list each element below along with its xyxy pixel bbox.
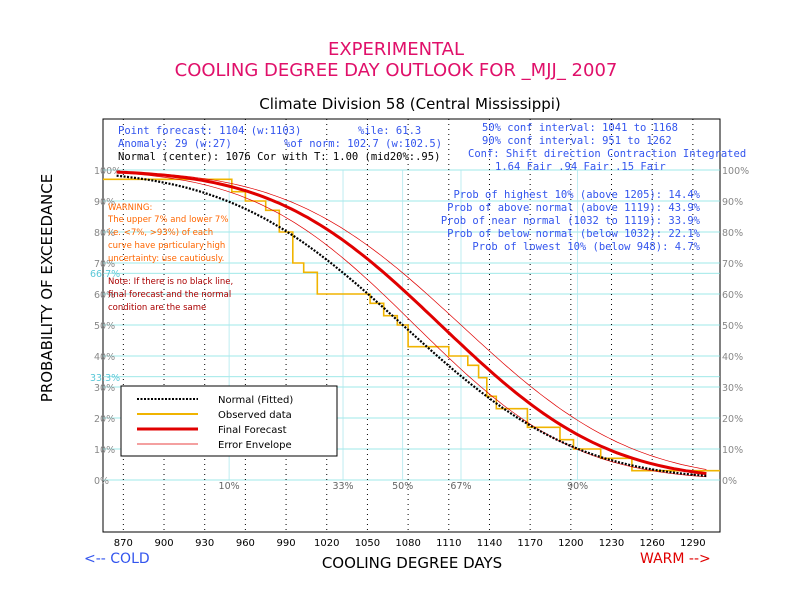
y-tick-right: 20% (722, 414, 743, 425)
y-tick-right: 30% (722, 383, 743, 394)
warm-label: WARM --> (640, 551, 711, 567)
y-tick-left: 100% (94, 166, 121, 177)
warning-heading: WARNING: (108, 203, 152, 213)
x-tick-label: 900 (154, 538, 173, 549)
y-tick-left: 60% (94, 290, 115, 301)
note-line-2: final forecast and the normal (108, 290, 231, 300)
x-tick-label: 1110 (436, 538, 461, 549)
y-tick-right: 70% (722, 259, 743, 270)
title-experimental: EXPERIMENTAL (328, 39, 464, 60)
y-tick-left: 80% (94, 228, 115, 239)
percentile-label: 10% (219, 481, 240, 492)
prob-lowest10-text: Prob of lowest 10% (below 948): 4.7% (472, 241, 700, 253)
conf90-text: 90% conf interval: 951 to 1262 (482, 135, 672, 147)
y-tick-right: 90% (722, 197, 743, 208)
y-tick-left: 40% (94, 352, 115, 363)
y-tick-left: 90% (94, 197, 115, 208)
conf-values-text: 1.64 Fair .94 Fair .15 Fair (495, 161, 666, 173)
percentile-text: %ile: 61.3 (358, 125, 421, 137)
y-tick-right: 100% (722, 166, 749, 177)
note-line-1: Note: If there is no black line, (108, 277, 233, 287)
y-tick-left: 20% (94, 414, 115, 425)
prob-above-normal-text: Prob of above normal (above 1119): 43.9% (447, 202, 701, 214)
x-tick-label: 1080 (395, 538, 420, 549)
normal-center-text: Normal (center): 1076 Cor with T: 1.00 (… (118, 151, 440, 163)
conf-header-text: Conf: Shift direction Contraction Integr… (468, 148, 746, 160)
note-line-3: condition are the same (108, 303, 206, 313)
anomaly-text: Anomaly: 29 (w:27) (118, 138, 232, 150)
legend: Normal (Fitted) Observed data Final Fore… (120, 385, 338, 457)
error-envelope-line (116, 172, 707, 478)
x-tick-label: 990 (277, 538, 296, 549)
x-axis-label: COOLING DEGREE DAYS (322, 554, 502, 572)
x-tick-label: 930 (195, 538, 214, 549)
y-tick-left: 10% (94, 445, 115, 456)
x-tick-label: 1230 (599, 538, 624, 549)
info-panel: Point forecast: 1104 (w:1103) %ile: 61.3… (118, 122, 746, 253)
x-tick-label: 960 (236, 538, 255, 549)
legend-label-final: Final Forecast (218, 425, 287, 436)
percentile-label: 50% (392, 481, 413, 492)
tercile-label: 66.7% (90, 269, 120, 280)
y-tick-right: 0% (722, 476, 737, 487)
percentile-label: 67% (450, 481, 471, 492)
warning-line-4: uncertainty: use cautiously. (108, 254, 224, 264)
y-tick-left: 70% (94, 259, 115, 270)
warning-line-1: The upper 7% and lower 7% (107, 215, 228, 225)
chart-subtitle: Climate Division 58 (Central Mississippi… (259, 95, 561, 113)
x-tick-labels: 870 900 930 960 990 1020 1050 1080 1110 1140 1170 1… (114, 538, 706, 549)
x-tick-label: 1050 (355, 538, 380, 549)
warning-line-2: i.e. <7%, >93%) of each (108, 228, 213, 238)
conf50-text: 50% conf interval: 1041 to 1168 (482, 122, 678, 134)
y-tick-right: 40% (722, 352, 743, 363)
series-group (103, 170, 720, 478)
legend-label-error: Error Envelope (218, 440, 292, 451)
tercile-label: 33.3% (90, 373, 120, 384)
prob-near-normal-text: Prob of near normal (1032 to 1119): 33.9… (441, 215, 701, 227)
normal-fitted-line (116, 174, 707, 477)
warning-line-3: curve have particulary high (108, 241, 225, 251)
percentile-label: 90% (567, 481, 588, 492)
y-tick-left: 30% (94, 383, 115, 394)
prob-highest10-text: Prob of highest 10% (above 1205): 14.4% (453, 189, 700, 201)
percentile-label: 33% (332, 481, 353, 492)
x-tick-label: 1260 (639, 538, 664, 549)
y-tick-left: 50% (94, 321, 115, 332)
percent-of-normal-text: %of norm: 102.7 (w:102.5) (284, 138, 442, 150)
x-tick-label: 1020 (314, 538, 339, 549)
title-outlook: COOLING DEGREE DAY OUTLOOK FOR _MJJ_ 200… (175, 60, 618, 81)
y-axis-label: PROBABILITY OF EXCEEDANCE (38, 174, 56, 402)
point-forecast-text: Point forecast: 1104 (w:1103) (118, 125, 301, 137)
legend-label-observed: Observed data (218, 410, 292, 421)
x-tick-label: 870 (114, 538, 133, 549)
y-tick-left: 0% (94, 476, 109, 487)
x-tick-label: 1170 (517, 538, 542, 549)
y-tick-right: 10% (722, 445, 743, 456)
error-envelope-line (116, 171, 707, 470)
y-tick-labels: 0% 0% 10% 10% 20% 20% 30% 30% 40% 40% 50% 50% 60% 60%… (94, 166, 749, 487)
x-tick-label: 1290 (680, 538, 705, 549)
y-tick-right: 60% (722, 290, 743, 301)
prob-below-normal-text: Prob of below normal (below 1032): 22.1% (447, 228, 701, 240)
x-tick-label: 1200 (558, 538, 583, 549)
cold-label: <-- COLD (84, 551, 150, 567)
legend-label-normal: Normal (Fitted) (218, 395, 293, 406)
final-forecast-line (116, 170, 707, 476)
warning-block: WARNING: The upper 7% and lower 7% i.e. … (107, 203, 233, 313)
y-tick-right: 80% (722, 228, 743, 239)
plot-frame (102, 118, 721, 533)
tercile-lines: 66.7% 33.3% (90, 269, 720, 384)
x-tick-label: 1140 (477, 538, 502, 549)
y-tick-right: 50% (722, 321, 743, 332)
